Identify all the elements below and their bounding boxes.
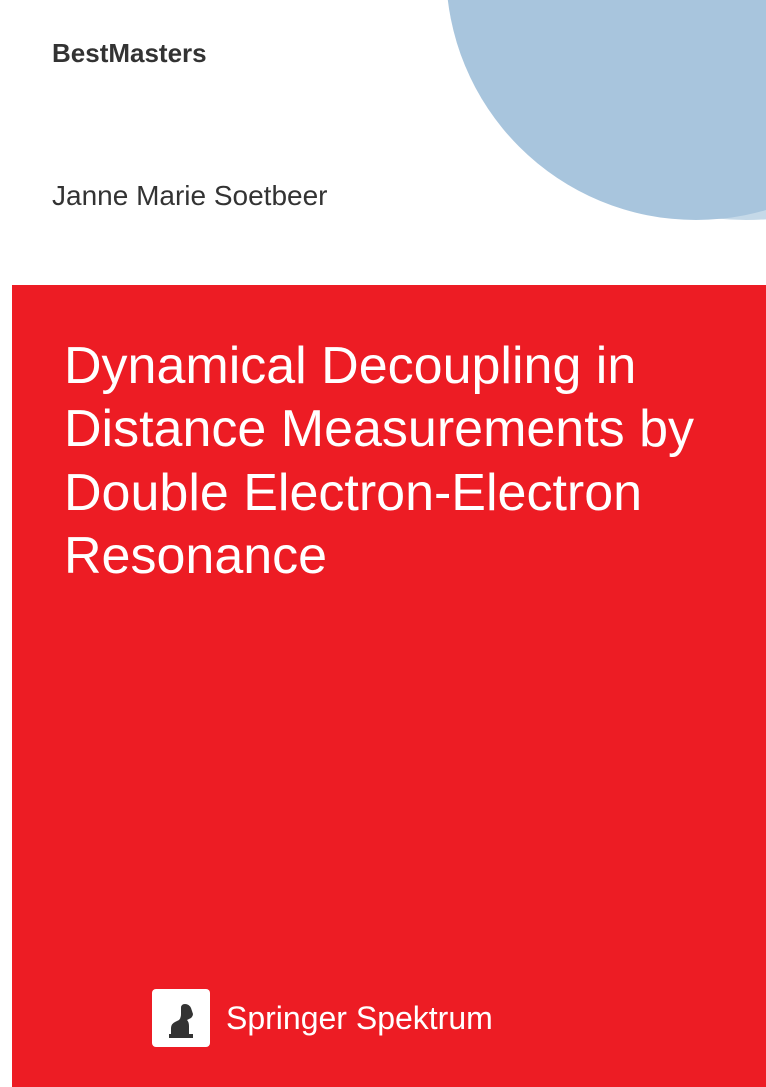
book-cover: BestMasters Janne Marie Soetbeer Dynamic… bbox=[12, 0, 766, 1087]
decorative-circle-dark bbox=[446, 0, 766, 220]
series-label: BestMasters bbox=[52, 38, 207, 69]
chess-knight-icon bbox=[161, 996, 201, 1041]
author-name: Janne Marie Soetbeer bbox=[52, 180, 328, 212]
publisher-sub: Spektrum bbox=[356, 1000, 493, 1036]
book-title: Dynamical Decoupling in Distance Measure… bbox=[64, 335, 706, 589]
cover-top-section: BestMasters Janne Marie Soetbeer bbox=[12, 0, 766, 285]
publisher-block: Springer Spektrum bbox=[152, 989, 493, 1047]
publisher-logo bbox=[152, 989, 210, 1047]
publisher-main: Springer bbox=[226, 1000, 347, 1036]
book-spine-edge bbox=[0, 0, 12, 1087]
publisher-name: Springer Spektrum bbox=[226, 1000, 493, 1037]
